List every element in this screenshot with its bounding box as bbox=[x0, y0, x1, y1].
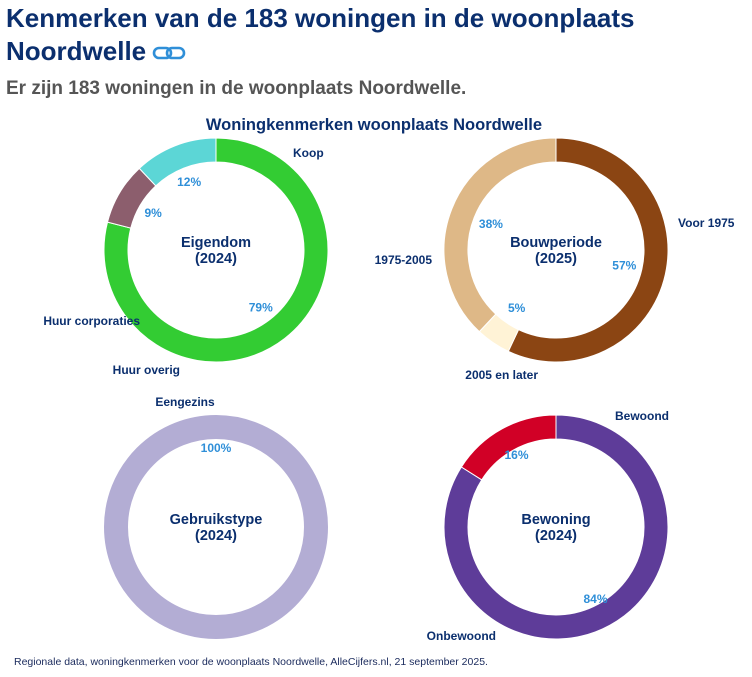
donut-center-label: Bouwperiode bbox=[510, 235, 602, 251]
donut-segment bbox=[103, 137, 329, 363]
segment-category-label: Onbewoond bbox=[427, 629, 496, 643]
donut-center-label: (2024) bbox=[195, 528, 237, 544]
segment-percent-label: 57% bbox=[612, 258, 636, 272]
segment-percent-label: 12% bbox=[177, 175, 201, 189]
donut-segment bbox=[443, 137, 557, 333]
segment-category-label: Eengezins bbox=[155, 395, 215, 409]
donut-center-label: Bewoning bbox=[521, 512, 590, 528]
donut-segment bbox=[138, 137, 217, 187]
chart-title: Woningkenmerken woonplaats Noordwelle bbox=[206, 116, 542, 134]
donut-center-label: Gebruikstype bbox=[170, 512, 263, 528]
segment-percent-label: 9% bbox=[144, 206, 162, 220]
donut-segment bbox=[507, 137, 669, 363]
page-subtitle: Er zijn 183 woningen in de woonplaats No… bbox=[6, 78, 467, 99]
link-icon[interactable] bbox=[152, 43, 186, 63]
segment-category-label: 1975-2005 bbox=[375, 253, 433, 267]
donut-segment bbox=[460, 414, 557, 481]
segment-category-label: Koop bbox=[293, 146, 324, 160]
donut-segment bbox=[104, 415, 328, 639]
donut-center-label: Eigendom bbox=[181, 235, 251, 251]
segment-category-label: Huur corporaties bbox=[43, 314, 140, 328]
segment-percent-label: 16% bbox=[504, 448, 528, 462]
segment-percent-label: 5% bbox=[508, 301, 526, 315]
segment-percent-label: 79% bbox=[249, 301, 273, 315]
segment-category-label: Huur overig bbox=[113, 363, 180, 377]
page-title: Kenmerken van de 183 woningen in de woon… bbox=[6, 2, 746, 68]
page-title-text: Kenmerken van de 183 woningen in de woon… bbox=[6, 3, 635, 66]
donut-center-label: (2025) bbox=[535, 251, 577, 267]
segment-category-label: 2005 en later bbox=[465, 368, 538, 382]
source-footer: Regionale data, woningkenmerken voor de … bbox=[14, 656, 488, 668]
segment-category-label: Bewoond bbox=[615, 409, 669, 423]
segment-percent-label: 84% bbox=[583, 592, 607, 606]
segment-category-label: Voor 1975 bbox=[678, 216, 735, 230]
donut-segment bbox=[443, 414, 669, 640]
segment-percent-label: 38% bbox=[479, 217, 503, 231]
donut-center-label: (2024) bbox=[535, 528, 577, 544]
segment-percent-label: 100% bbox=[201, 441, 232, 455]
donut-center-label: (2024) bbox=[195, 251, 237, 267]
